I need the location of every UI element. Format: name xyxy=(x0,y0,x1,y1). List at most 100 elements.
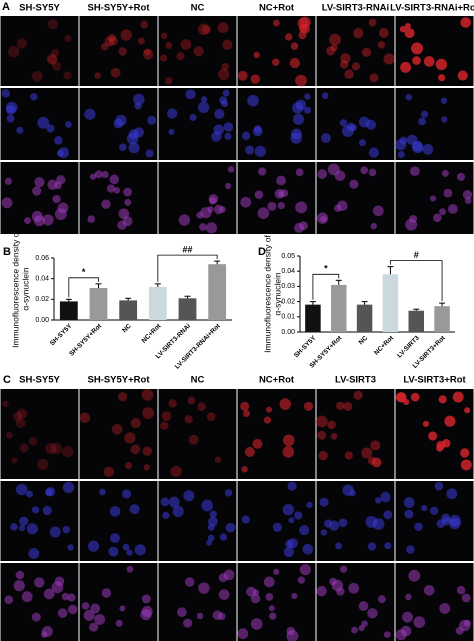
significance-bracket xyxy=(390,260,443,302)
cell-nucleus xyxy=(32,186,42,196)
cell-nucleus xyxy=(217,612,226,621)
micrograph xyxy=(237,563,316,641)
cell-nucleus xyxy=(346,122,355,131)
cell-nucleus xyxy=(327,163,340,176)
cell-nucleus xyxy=(214,108,225,120)
cell-nucleus xyxy=(61,445,74,458)
significance-label: * xyxy=(324,264,328,274)
cell-nucleus xyxy=(457,70,468,81)
panel-label: B xyxy=(3,246,11,258)
significance-bracket xyxy=(157,254,218,282)
cell-nucleus xyxy=(285,33,293,41)
cell-nucleus xyxy=(399,136,408,145)
cell-nucleus xyxy=(282,504,294,516)
bar xyxy=(178,298,197,320)
cell-nucleus xyxy=(124,432,136,444)
column-header: NC+Rot xyxy=(259,375,295,386)
cell-nucleus xyxy=(349,179,359,189)
cell-nucleus xyxy=(327,420,336,430)
cell-nucleus xyxy=(367,608,378,619)
cell-nucleus xyxy=(8,46,20,58)
micrograph xyxy=(0,563,79,641)
cell-nucleus xyxy=(297,17,309,29)
cell-nucleus xyxy=(79,412,91,424)
cell-nucleus xyxy=(286,630,299,641)
cell-nucleus xyxy=(279,398,292,410)
cell-nucleus xyxy=(10,523,18,531)
cell-nucleus xyxy=(442,439,451,448)
cell-nucleus xyxy=(16,38,28,49)
cell-nucleus xyxy=(460,448,470,458)
cell-nucleus xyxy=(217,68,230,81)
cell-nucleus xyxy=(272,522,282,532)
cell-nucleus xyxy=(185,89,196,100)
cell-nucleus xyxy=(461,593,471,603)
cell-nucleus xyxy=(383,631,391,638)
cell-nucleus xyxy=(405,593,412,601)
cell-nucleus xyxy=(222,89,230,97)
cell-nucleus xyxy=(103,466,115,478)
cell-nucleus xyxy=(277,201,285,210)
cell-nucleus xyxy=(34,177,45,188)
cell-nucleus xyxy=(122,489,132,499)
cell-nucleus xyxy=(170,465,182,478)
cell-nucleus xyxy=(133,93,145,106)
y-tick-label: 0.02 xyxy=(35,296,49,303)
cell-nucleus xyxy=(337,200,348,211)
y-axis-label: Immunofluorescence density of xyxy=(10,230,20,348)
cell-nucleus xyxy=(282,434,295,447)
cell-nucleus xyxy=(269,612,277,620)
micrograph xyxy=(237,481,316,561)
x-tick-label: LV-SIRT3 xyxy=(396,334,421,359)
cell-nucleus xyxy=(343,401,353,411)
cell-nucleus xyxy=(383,53,395,65)
cell-nucleus xyxy=(254,145,266,157)
cell-nucleus xyxy=(196,612,204,620)
micrograph xyxy=(0,389,79,479)
cell-nucleus xyxy=(406,545,415,554)
cell-nucleus xyxy=(268,605,275,612)
cell-nucleus xyxy=(237,628,249,640)
cell-nucleus xyxy=(368,147,380,158)
cell-nucleus xyxy=(328,520,340,531)
cell-nucleus xyxy=(28,437,38,446)
cell-nucleus xyxy=(15,417,26,428)
cell-nucleus xyxy=(241,131,251,141)
cell-nucleus xyxy=(434,481,444,491)
y-tick-label: 0.06 xyxy=(35,255,49,262)
cell-nucleus xyxy=(368,18,377,27)
cell-nucleus xyxy=(375,497,382,504)
cell-nucleus xyxy=(303,106,312,114)
column-header: NC xyxy=(191,375,205,386)
cell-nucleus xyxy=(245,145,255,155)
cell-nucleus xyxy=(64,34,72,42)
y-axis-label: α-synuclein xyxy=(272,272,282,315)
cell-nucleus xyxy=(404,28,415,39)
cell-nucleus xyxy=(439,602,451,614)
cell-nucleus xyxy=(351,626,358,634)
cell-nucleus xyxy=(142,446,153,456)
cell-nucleus xyxy=(94,613,106,625)
cell-nucleus xyxy=(250,74,260,84)
cell-nucleus xyxy=(1,89,11,98)
cell-nucleus xyxy=(197,101,210,114)
cell-nucleus xyxy=(244,446,255,457)
cell-nucleus xyxy=(344,451,353,460)
cell-nucleus xyxy=(143,49,154,60)
cell-nucleus xyxy=(205,222,218,234)
cell-nucleus xyxy=(252,126,263,137)
cell-nucleus xyxy=(240,401,250,411)
cell-nucleus xyxy=(101,170,109,179)
cell-nucleus xyxy=(180,39,192,50)
cell-nucleus xyxy=(31,612,41,622)
cell-nucleus xyxy=(423,56,435,67)
cell-nucleus xyxy=(46,53,58,65)
cell-nucleus xyxy=(4,177,12,185)
micrograph xyxy=(158,389,237,479)
cell-nucleus xyxy=(272,58,280,66)
cell-nucleus xyxy=(19,525,26,532)
cell-nucleus xyxy=(254,190,264,199)
cell-nucleus xyxy=(409,214,418,223)
cell-nucleus xyxy=(123,187,132,197)
cell-nucleus xyxy=(317,430,327,440)
